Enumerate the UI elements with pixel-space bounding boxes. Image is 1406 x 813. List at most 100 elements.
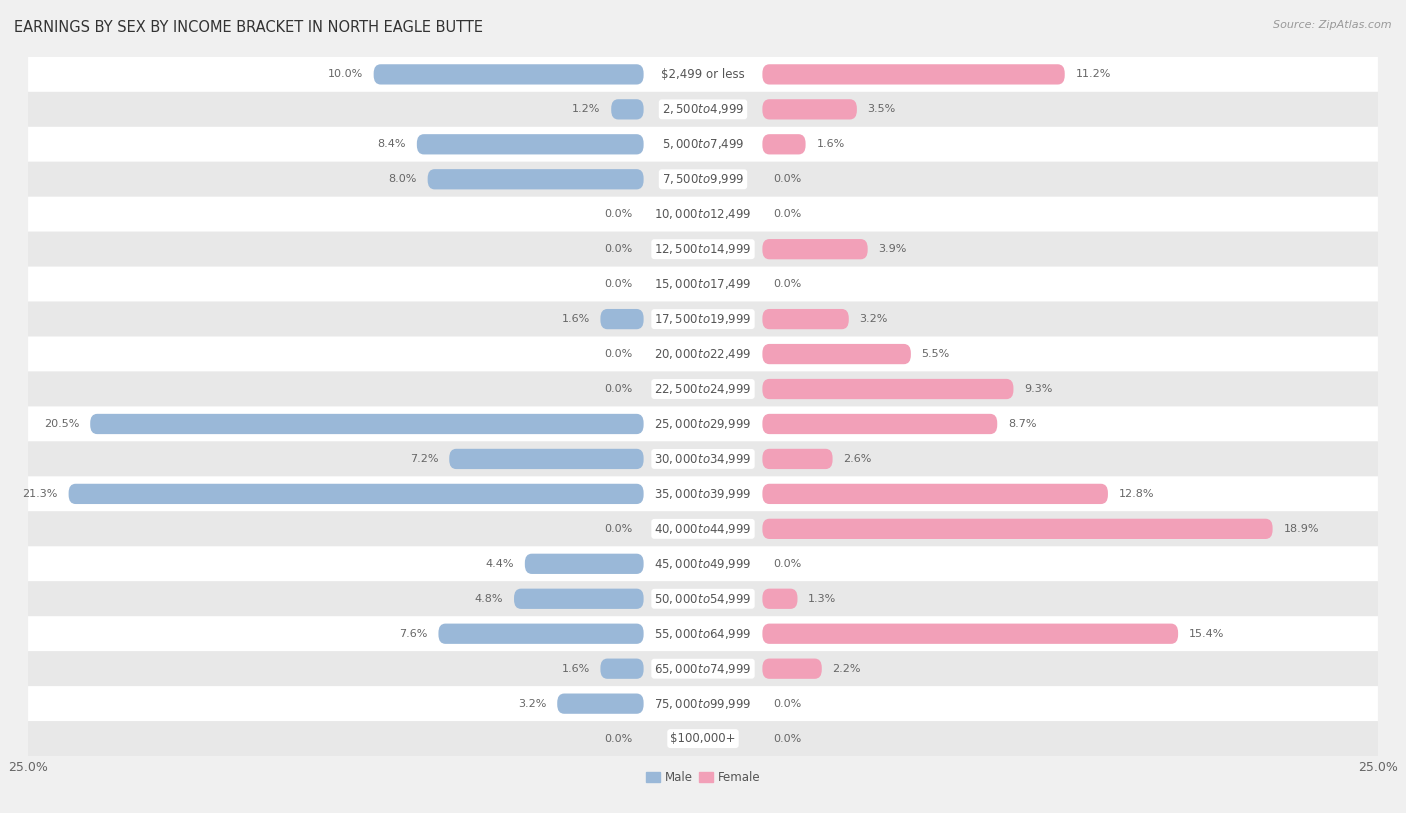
Text: $25,000 to $29,999: $25,000 to $29,999: [654, 417, 752, 431]
FancyBboxPatch shape: [374, 64, 644, 85]
FancyBboxPatch shape: [28, 267, 1378, 302]
Text: $7,500 to $9,999: $7,500 to $9,999: [662, 172, 744, 186]
FancyBboxPatch shape: [762, 659, 821, 679]
Text: 0.0%: 0.0%: [773, 559, 801, 569]
Text: 11.2%: 11.2%: [1076, 69, 1111, 80]
Text: 3.5%: 3.5%: [868, 104, 896, 115]
FancyBboxPatch shape: [762, 519, 1272, 539]
FancyBboxPatch shape: [416, 134, 644, 154]
Text: 0.0%: 0.0%: [605, 384, 633, 394]
Text: $100,000+: $100,000+: [671, 733, 735, 745]
FancyBboxPatch shape: [762, 624, 1178, 644]
Text: Source: ZipAtlas.com: Source: ZipAtlas.com: [1274, 20, 1392, 30]
Text: 1.3%: 1.3%: [808, 593, 837, 604]
FancyBboxPatch shape: [762, 134, 806, 154]
Text: 7.2%: 7.2%: [411, 454, 439, 464]
FancyBboxPatch shape: [28, 721, 1378, 756]
Text: 10.0%: 10.0%: [328, 69, 363, 80]
FancyBboxPatch shape: [612, 99, 644, 120]
FancyBboxPatch shape: [28, 511, 1378, 546]
Text: 0.0%: 0.0%: [605, 209, 633, 220]
FancyBboxPatch shape: [28, 546, 1378, 581]
Text: $5,000 to $7,499: $5,000 to $7,499: [662, 137, 744, 151]
FancyBboxPatch shape: [600, 659, 644, 679]
FancyBboxPatch shape: [762, 589, 797, 609]
FancyBboxPatch shape: [28, 616, 1378, 651]
FancyBboxPatch shape: [762, 344, 911, 364]
Text: $55,000 to $64,999: $55,000 to $64,999: [654, 627, 752, 641]
Text: $22,500 to $24,999: $22,500 to $24,999: [654, 382, 752, 396]
Text: 3.2%: 3.2%: [517, 698, 547, 709]
FancyBboxPatch shape: [28, 232, 1378, 267]
Text: 4.8%: 4.8%: [475, 593, 503, 604]
Text: 0.0%: 0.0%: [605, 279, 633, 289]
Text: 1.2%: 1.2%: [572, 104, 600, 115]
FancyBboxPatch shape: [600, 309, 644, 329]
Text: $75,000 to $99,999: $75,000 to $99,999: [654, 697, 752, 711]
Text: $45,000 to $49,999: $45,000 to $49,999: [654, 557, 752, 571]
Text: $10,000 to $12,499: $10,000 to $12,499: [654, 207, 752, 221]
Text: $50,000 to $54,999: $50,000 to $54,999: [654, 592, 752, 606]
Text: 0.0%: 0.0%: [605, 733, 633, 744]
FancyBboxPatch shape: [28, 162, 1378, 197]
FancyBboxPatch shape: [28, 581, 1378, 616]
FancyBboxPatch shape: [762, 449, 832, 469]
Text: 0.0%: 0.0%: [773, 698, 801, 709]
FancyBboxPatch shape: [28, 406, 1378, 441]
Text: $65,000 to $74,999: $65,000 to $74,999: [654, 662, 752, 676]
FancyBboxPatch shape: [524, 554, 644, 574]
Text: 2.2%: 2.2%: [832, 663, 860, 674]
Text: $15,000 to $17,499: $15,000 to $17,499: [654, 277, 752, 291]
FancyBboxPatch shape: [762, 99, 856, 120]
Text: 21.3%: 21.3%: [22, 489, 58, 499]
FancyBboxPatch shape: [28, 57, 1378, 92]
Text: 3.9%: 3.9%: [879, 244, 907, 254]
FancyBboxPatch shape: [28, 686, 1378, 721]
Text: 2.6%: 2.6%: [844, 454, 872, 464]
FancyBboxPatch shape: [90, 414, 644, 434]
FancyBboxPatch shape: [762, 379, 1014, 399]
FancyBboxPatch shape: [28, 92, 1378, 127]
Text: 4.4%: 4.4%: [485, 559, 515, 569]
Text: 9.3%: 9.3%: [1024, 384, 1053, 394]
Text: 12.8%: 12.8%: [1119, 489, 1154, 499]
Text: $17,500 to $19,999: $17,500 to $19,999: [654, 312, 752, 326]
Text: 1.6%: 1.6%: [561, 314, 589, 324]
Text: 5.5%: 5.5%: [922, 349, 950, 359]
Text: 3.2%: 3.2%: [859, 314, 889, 324]
FancyBboxPatch shape: [762, 414, 997, 434]
Text: 0.0%: 0.0%: [605, 349, 633, 359]
Legend: Male, Female: Male, Female: [641, 766, 765, 789]
Text: 18.9%: 18.9%: [1284, 524, 1319, 534]
Text: 20.5%: 20.5%: [44, 419, 79, 429]
FancyBboxPatch shape: [427, 169, 644, 189]
FancyBboxPatch shape: [515, 589, 644, 609]
FancyBboxPatch shape: [762, 309, 849, 329]
Text: 0.0%: 0.0%: [773, 733, 801, 744]
Text: 1.6%: 1.6%: [561, 663, 589, 674]
Text: $40,000 to $44,999: $40,000 to $44,999: [654, 522, 752, 536]
Text: $35,000 to $39,999: $35,000 to $39,999: [654, 487, 752, 501]
FancyBboxPatch shape: [762, 484, 1108, 504]
FancyBboxPatch shape: [762, 239, 868, 259]
FancyBboxPatch shape: [28, 197, 1378, 232]
Text: 7.6%: 7.6%: [399, 628, 427, 639]
FancyBboxPatch shape: [69, 484, 644, 504]
Text: 0.0%: 0.0%: [605, 244, 633, 254]
Text: 8.7%: 8.7%: [1008, 419, 1036, 429]
FancyBboxPatch shape: [450, 449, 644, 469]
FancyBboxPatch shape: [762, 64, 1064, 85]
Text: 0.0%: 0.0%: [773, 209, 801, 220]
FancyBboxPatch shape: [439, 624, 644, 644]
Text: $2,499 or less: $2,499 or less: [661, 68, 745, 80]
FancyBboxPatch shape: [28, 127, 1378, 162]
FancyBboxPatch shape: [28, 651, 1378, 686]
Text: $12,500 to $14,999: $12,500 to $14,999: [654, 242, 752, 256]
Text: 1.6%: 1.6%: [817, 139, 845, 150]
Text: 0.0%: 0.0%: [605, 524, 633, 534]
Text: $30,000 to $34,999: $30,000 to $34,999: [654, 452, 752, 466]
FancyBboxPatch shape: [28, 337, 1378, 372]
Text: $2,500 to $4,999: $2,500 to $4,999: [662, 102, 744, 116]
Text: 15.4%: 15.4%: [1189, 628, 1225, 639]
Text: 0.0%: 0.0%: [773, 174, 801, 185]
